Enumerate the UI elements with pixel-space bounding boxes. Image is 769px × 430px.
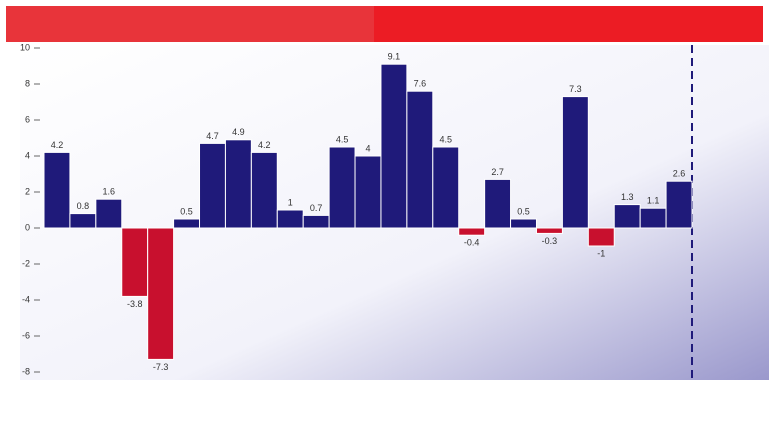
data-label: 7.6 xyxy=(414,79,427,89)
data-label: 4.9 xyxy=(232,127,245,137)
data-label: 1.1 xyxy=(647,196,660,206)
bar xyxy=(173,218,201,229)
data-label: -3.8 xyxy=(127,299,143,309)
y-tick-label: -8 xyxy=(22,366,30,376)
bar xyxy=(613,204,641,229)
bar xyxy=(199,142,226,229)
bar xyxy=(43,151,71,229)
y-tick-label: 0 xyxy=(25,222,30,232)
y-tick-label: -6 xyxy=(22,330,30,340)
bar xyxy=(458,227,486,236)
bar xyxy=(535,227,563,234)
data-label: -7.3 xyxy=(153,362,169,372)
data-label: 9.1 xyxy=(388,52,401,62)
data-label: -0.4 xyxy=(464,238,480,248)
data-label: -0.3 xyxy=(542,236,558,246)
y-tick-label: 2 xyxy=(25,186,30,196)
bar xyxy=(484,178,512,229)
data-label: 0.7 xyxy=(310,203,323,213)
data-label: 4 xyxy=(365,143,370,153)
bar xyxy=(328,146,356,229)
data-label: 4.2 xyxy=(51,140,64,150)
data-label: 2.6 xyxy=(673,169,686,179)
data-label: 7.3 xyxy=(569,84,582,94)
bar xyxy=(224,139,252,229)
bar xyxy=(276,209,304,229)
data-label: 1 xyxy=(288,197,293,207)
bar xyxy=(69,213,97,229)
bar xyxy=(510,218,537,229)
bar xyxy=(250,151,278,229)
data-label: 1.6 xyxy=(103,187,116,197)
y-tick-label: -4 xyxy=(22,294,30,304)
data-label: 0.5 xyxy=(517,206,530,216)
bar xyxy=(432,146,460,229)
bar xyxy=(354,155,382,229)
bar xyxy=(380,63,408,229)
bar xyxy=(302,214,330,229)
y-tick-label: 10 xyxy=(20,42,30,52)
data-label: 1.3 xyxy=(621,192,634,202)
banner-right xyxy=(374,6,763,42)
bar xyxy=(147,227,175,360)
data-label: 4.7 xyxy=(206,131,219,141)
data-label: 2.7 xyxy=(491,167,504,177)
bar xyxy=(587,227,615,247)
data-label: 4.5 xyxy=(336,134,349,144)
y-tick-label: 8 xyxy=(25,78,30,88)
data-label: 0.5 xyxy=(180,206,193,216)
bar xyxy=(121,227,149,297)
banner-left xyxy=(6,6,374,42)
bar xyxy=(406,90,434,229)
y-tick-label: 4 xyxy=(25,150,30,160)
bar xyxy=(561,96,589,229)
data-label: 4.5 xyxy=(440,134,453,144)
y-tick-label: 6 xyxy=(25,114,30,124)
data-label: 4.2 xyxy=(258,140,271,150)
bar xyxy=(639,207,667,229)
data-label: 0.8 xyxy=(77,201,90,211)
bar xyxy=(95,198,123,229)
bar xyxy=(665,180,693,229)
data-label: -1 xyxy=(597,248,605,258)
y-tick-label: -2 xyxy=(22,258,30,268)
